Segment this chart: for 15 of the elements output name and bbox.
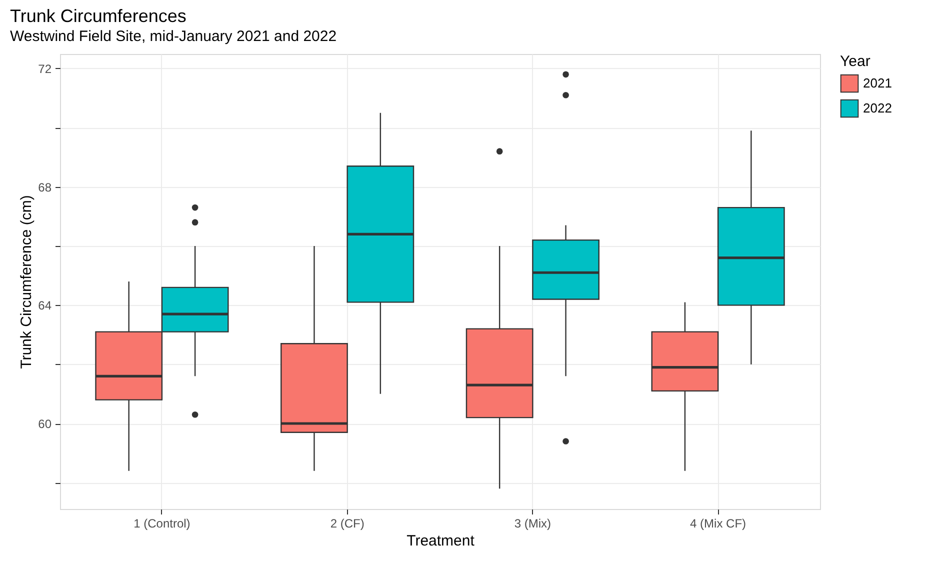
x-tick-label: 1 (Control) xyxy=(134,516,190,530)
y-axis-title: Trunk Circumference (cm) xyxy=(18,195,36,369)
legend-label: 2021 xyxy=(863,76,892,90)
legend-label: 2022 xyxy=(863,100,892,116)
y-tick-label: 72 xyxy=(38,62,52,76)
legend-title: Year xyxy=(840,53,870,70)
y-tick-label: 64 xyxy=(38,298,52,313)
chart-subtitle: Westwind Field Site, mid-January 2021 and 2022 xyxy=(10,28,337,45)
x-axis-title: Treatment xyxy=(406,532,476,550)
y-tick-label: 68 xyxy=(38,180,52,194)
chart-title: Trunk Circumferences xyxy=(10,6,186,26)
x-tick-label: 4 (Mix CF) xyxy=(690,516,746,530)
y-tick-label: 60 xyxy=(38,417,52,432)
x-tick-label: 2 (CF) xyxy=(330,516,364,530)
x-tick-label: 3 (Mix) xyxy=(514,516,552,530)
